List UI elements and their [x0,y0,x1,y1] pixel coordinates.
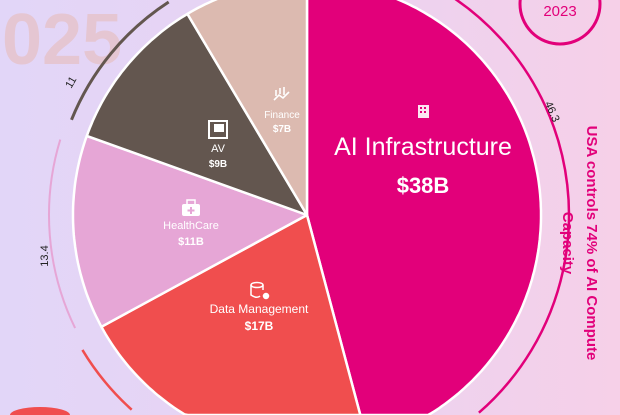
outer-arc-data-management [81,349,133,411]
pie-slice-data-management [100,213,362,415]
slice-value: $7B [273,124,291,135]
slice-label-ai-infrastructure: AI Infrastructure $38B [334,105,512,198]
chart-growth-icon [273,87,290,101]
outer-arc-ai-infrastructure [454,0,571,414]
pie-slice-av [85,12,309,217]
slice-value: $38B [397,173,450,198]
slice-value: $17B [245,319,274,333]
slice-label-av: AV $9B [208,120,228,170]
arc-label-ai-infrastructure: 46.3 [542,100,562,124]
slice-name: HealthCare [163,220,219,232]
slice-name: Data Management [210,302,309,316]
arc-label-healthcare: 13.4 [39,245,51,266]
slice-name: AI Infrastructure [334,133,512,161]
slice-name: Finance [264,110,300,121]
slice-value: $11B [178,236,204,248]
media-icon [208,120,228,139]
side-note-line1: USA controls 74% of AI Compute [583,126,600,361]
year-badge-text: 2023 [543,3,576,20]
pie-slice-finance [186,0,309,217]
building-icon [418,105,429,118]
year-badge [518,0,602,46]
medical-bag-icon [182,199,200,216]
slice-name: AV [211,143,226,155]
watermark-text: 025 [2,0,122,80]
pie-slice-ai-infrastructure [305,0,543,415]
database-gear-icon [250,281,270,300]
pie-slice-healthcare [71,134,309,329]
side-note-line2: Capacity [559,212,576,275]
outer-arc-healthcare [48,139,77,329]
slice-value: $9B [209,159,227,170]
slice-label-healthcare: HealthCare $11B [163,199,219,248]
slice-label-finance: Finance $7B [264,87,300,135]
slice-label-data-management: Data Management $17B [210,281,309,333]
arc-label-av: 11 [63,75,79,91]
decorative-shape [10,407,70,415]
outer-arc-av [70,0,170,121]
